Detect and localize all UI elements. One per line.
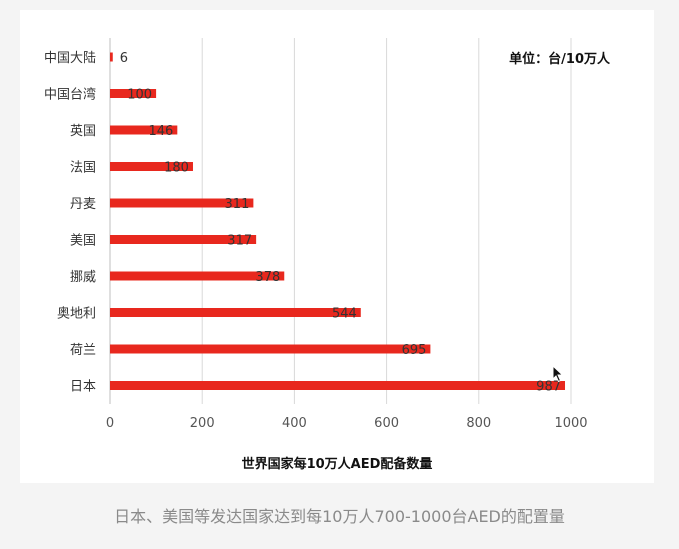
- unit-note: 单位：台/10万人: [509, 52, 610, 67]
- category-label: 挪威: [70, 270, 96, 285]
- aed-bar-chart: 0 200 400 600 800 1000 中国大陆 6 中国台湾 100 英国 146 法国 180 丹…: [44, 38, 588, 431]
- x-tick-label: 1000: [554, 416, 587, 431]
- bar: [110, 162, 193, 171]
- bar: [110, 271, 285, 281]
- data-label: 6: [120, 51, 128, 66]
- bar: [110, 344, 431, 354]
- data-label: 695: [402, 343, 427, 358]
- data-label: 311: [225, 197, 250, 212]
- bar: [110, 89, 157, 98]
- category-label: 中国台湾: [44, 87, 96, 103]
- bar: [110, 198, 254, 208]
- x-tick-label: 600: [374, 416, 399, 431]
- x-tick-label: 0: [106, 416, 114, 431]
- category-label: 日本: [70, 380, 96, 395]
- data-label: 146: [148, 124, 173, 139]
- data-label: 100: [127, 88, 152, 103]
- x-tick-label: 800: [466, 416, 491, 431]
- data-label: 317: [227, 234, 252, 249]
- x-axis-title: 世界国家每10万人AED配备数量: [241, 457, 433, 472]
- x-tick-label: 200: [190, 416, 215, 431]
- data-label: 987: [536, 380, 561, 395]
- data-label: 378: [255, 270, 280, 285]
- bar: [110, 308, 361, 317]
- chart-card: 0 200 400 600 800 1000 中国大陆 6 中国台湾 100 英国 146 法国 180 丹…: [20, 10, 654, 483]
- category-label: 中国大陆: [44, 50, 96, 66]
- data-label: 180: [164, 161, 189, 176]
- bar: [110, 235, 257, 244]
- mouse-cursor-icon: [552, 365, 564, 383]
- bar: [110, 381, 566, 390]
- category-label: 荷兰: [70, 343, 96, 358]
- category-label: 奥地利: [57, 307, 96, 322]
- category-label: 美国: [70, 234, 96, 249]
- x-tick-label: 400: [282, 416, 307, 431]
- category-label: 法国: [70, 161, 96, 176]
- bar: [110, 125, 178, 135]
- data-label: 544: [332, 307, 357, 322]
- category-label: 丹麦: [70, 197, 96, 212]
- category-label: 英国: [70, 124, 96, 139]
- caption: 日本、美国等发达国家达到每10万人700-1000台AED的配置量: [114, 507, 565, 526]
- bar: [110, 52, 113, 62]
